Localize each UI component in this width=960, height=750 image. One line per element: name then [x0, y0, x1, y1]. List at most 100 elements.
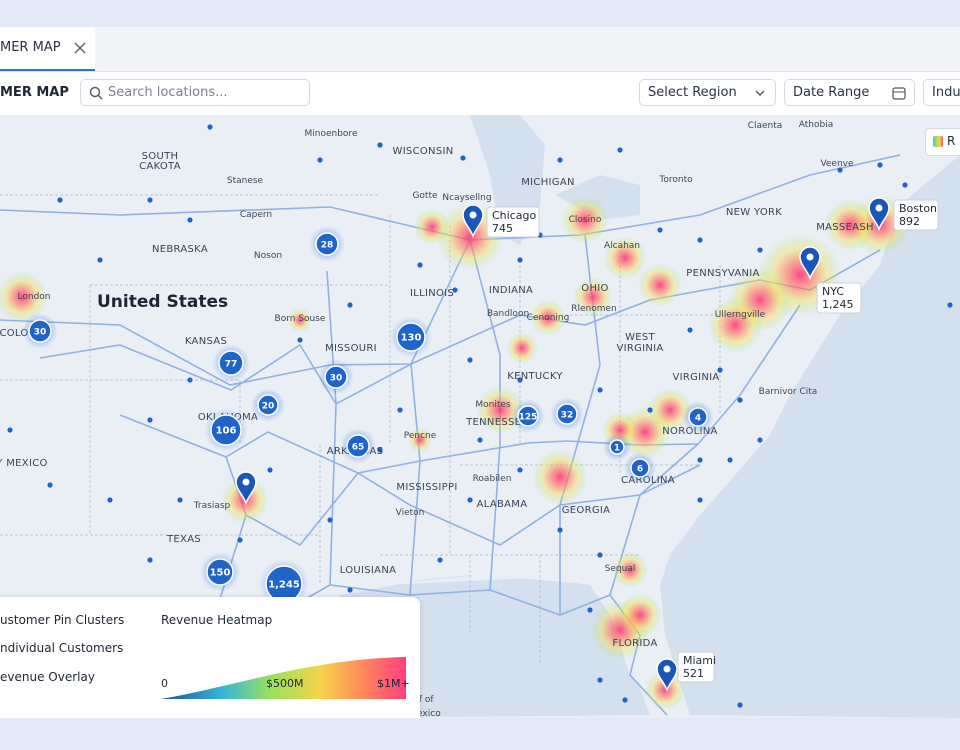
cluster	[556, 403, 578, 425]
tab-bar: MER MAP	[0, 27, 960, 72]
cluster	[210, 414, 242, 446]
callout-box	[816, 282, 862, 314]
customer-point	[587, 607, 593, 613]
customer-point	[757, 437, 763, 443]
customer-point	[57, 197, 63, 203]
customer-point	[347, 587, 353, 593]
customer-point	[717, 367, 723, 373]
customer-point	[697, 237, 703, 243]
state-label: VIRGINIA	[616, 343, 663, 354]
state-label: NEBRASKA	[152, 244, 208, 255]
place-label: Rlenomen	[571, 304, 617, 314]
clusters: 28 30 77 130 30 20 106 65 150 1,245 125 32 4 6 1	[22, 226, 714, 609]
heat-blob	[612, 552, 648, 588]
chevron	[755, 90, 765, 96]
state-label: ALABAMA	[477, 499, 528, 510]
customer-point	[517, 467, 523, 473]
place-label: Sequal	[605, 564, 636, 574]
pin	[235, 471, 257, 506]
cluster	[324, 365, 348, 389]
search-icon	[89, 86, 103, 100]
cluster	[28, 319, 52, 343]
heat-blob	[603, 236, 647, 280]
customer-point	[657, 227, 663, 233]
cluster	[517, 405, 539, 427]
place-label: Bandloon	[487, 309, 529, 319]
cluster-count: 1	[614, 444, 620, 454]
customer-point	[597, 552, 603, 558]
state-label: MISSISSIPPI	[396, 482, 457, 493]
customer-point	[902, 182, 908, 188]
place-label: Toronto	[658, 175, 693, 185]
place-label: Capern	[240, 210, 272, 220]
place-label: lf of	[416, 695, 434, 705]
cluster	[206, 558, 234, 586]
state-label: MISSOURI	[325, 343, 377, 354]
place-label: Pencne	[404, 431, 437, 441]
cluster-count: 77	[225, 360, 238, 370]
pin-hole	[663, 665, 671, 673]
callout-count: 892	[899, 215, 920, 228]
place-label: Claenta	[748, 121, 783, 131]
customer-points	[7, 124, 953, 708]
cluster-count: 125	[519, 413, 538, 423]
callout-name: Chicago	[492, 209, 536, 222]
tab[interactable]: MER MAP	[0, 27, 95, 71]
customer-point	[697, 497, 703, 503]
cluster-count: 6	[637, 465, 643, 475]
state-label: Y MEXICO	[0, 458, 48, 469]
callout-box	[486, 206, 540, 238]
place-label: Stanese	[227, 176, 264, 186]
place-label: Vieton	[396, 508, 425, 518]
pin	[868, 197, 890, 232]
pin-hole	[806, 253, 814, 261]
customer-point	[837, 167, 843, 173]
customer-point	[237, 537, 243, 543]
ocean	[660, 155, 960, 718]
customer-point	[317, 157, 323, 163]
place-label: Alcahan	[604, 241, 640, 251]
close-icon[interactable]	[74, 42, 86, 54]
state-label: VIRGINIA	[672, 372, 719, 383]
state-label: INDIANA	[489, 285, 533, 296]
customer-point	[47, 482, 53, 488]
customer-point	[947, 302, 953, 308]
state-label: TENNESSEE	[465, 417, 528, 428]
customer-point	[467, 497, 473, 503]
date-select[interactable]: Date Range	[784, 79, 915, 106]
tab-label: MER MAP	[0, 40, 61, 55]
cluster	[609, 439, 625, 455]
cluster	[396, 322, 426, 352]
state-label: COLO	[0, 328, 29, 339]
layer-chip[interactable]: R	[925, 128, 960, 156]
place-label: Noson	[254, 251, 282, 261]
place-label: Mexico	[409, 709, 441, 718]
heatmap-title: Revenue Heatmap	[161, 613, 273, 627]
state-label: MICHIGAN	[521, 177, 575, 188]
heat-blob	[0, 271, 48, 323]
cluster-count: 20	[262, 402, 275, 412]
cluster-count: 130	[401, 333, 422, 344]
search-box[interactable]: Search locations...	[80, 79, 310, 106]
state-label: OHIO	[581, 283, 608, 294]
region-select[interactable]: Select Region	[639, 79, 776, 106]
cluster-count: 28	[321, 241, 334, 251]
place-label: Monites	[475, 400, 511, 410]
pin	[799, 246, 821, 281]
callout-box	[677, 651, 715, 683]
customer-point	[207, 124, 213, 130]
callout-name: Boston	[899, 202, 937, 215]
select-label: Select Region	[648, 85, 737, 100]
industry-select[interactable]: Indus	[923, 79, 960, 106]
cluster-count: 30	[34, 328, 47, 338]
heat-blob	[506, 332, 538, 364]
callout-count: 745	[492, 222, 513, 235]
state-label: GEORGIA	[562, 505, 611, 516]
customer-point	[377, 447, 383, 453]
customer-point	[557, 157, 563, 163]
legend-item: ndividual Customers	[0, 641, 124, 655]
select-label: Date Range	[793, 85, 870, 100]
place-label: Cenoning	[527, 313, 570, 323]
window: MER MAP MER MAP Search locations... Sele…	[0, 27, 960, 718]
